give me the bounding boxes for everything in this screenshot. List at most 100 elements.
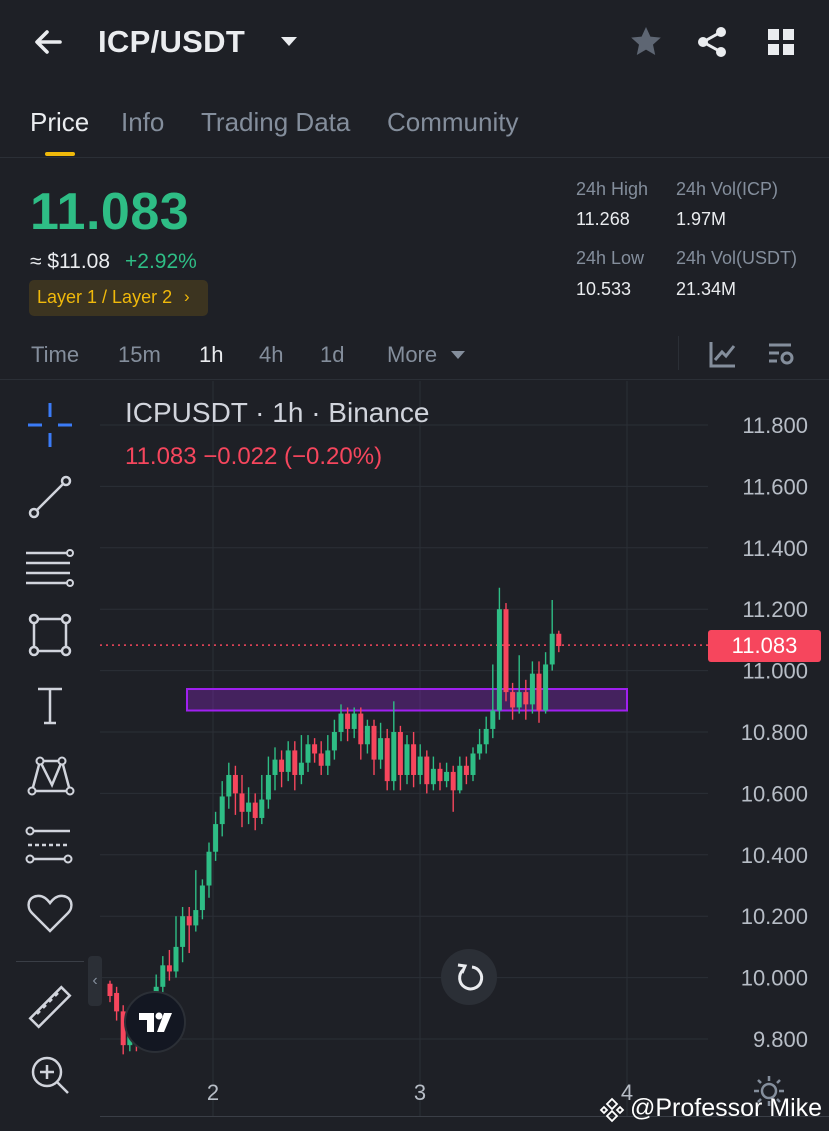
candle-body — [483, 728, 489, 745]
reset-icon — [457, 963, 484, 991]
candle-body — [166, 965, 172, 972]
y-tick-label: 11.000 — [742, 659, 808, 684]
high-label: 24h High — [576, 179, 649, 199]
chevron-right-icon: › — [184, 287, 190, 306]
y-tick-label: 10.000 — [741, 966, 808, 991]
trendline-icon[interactable] — [22, 469, 78, 525]
support-zone — [186, 688, 628, 712]
tab-price[interactable]: Price — [30, 107, 90, 137]
candle-body — [305, 744, 311, 763]
interval-15m[interactable]: 15m — [118, 342, 161, 367]
candle-body — [536, 673, 542, 711]
interval-1d[interactable]: 1d — [320, 342, 345, 367]
candle-body — [404, 744, 410, 775]
candle-body — [490, 710, 496, 729]
chart-area[interactable]: 9.800 10.000 10.200 10.400 10.600 10.800 11.00… — [0, 381, 829, 1121]
forecast-icon[interactable] — [22, 817, 78, 873]
zoom-in-icon[interactable] — [22, 1047, 78, 1103]
candle-body — [503, 609, 509, 693]
candle-body — [424, 756, 430, 785]
vol-base-label: 24h Vol(ICP) — [676, 179, 779, 199]
interval-time[interactable]: Time — [31, 342, 80, 367]
candle-body — [325, 750, 331, 766]
fib-lines-icon[interactable] — [22, 539, 78, 595]
candle-body — [199, 885, 205, 911]
toolbar-divider — [16, 961, 84, 962]
low-label: 24h Low — [576, 248, 645, 268]
star-icon[interactable] — [628, 24, 664, 60]
candle-body — [516, 692, 522, 708]
share-icon[interactable] — [694, 24, 730, 60]
interval-4h[interactable]: 4h — [259, 342, 284, 367]
vol-base-value: 1.97M — [676, 209, 727, 229]
y-tick-label: 10.400 — [741, 843, 808, 868]
top-bar: ICP/USDT — [0, 0, 829, 88]
candle-body — [351, 713, 357, 729]
candle-body — [285, 750, 291, 772]
candle-body — [510, 692, 516, 708]
interval-bar: Time 15m 1h 4h 1d More — [0, 330, 829, 380]
indicators-icon[interactable] — [707, 338, 739, 370]
candle-body — [364, 725, 370, 745]
candle-body — [272, 759, 278, 775]
theme-icon[interactable] — [752, 1074, 786, 1108]
price-change-percent: +2.92% — [125, 250, 197, 273]
axis-border — [100, 1116, 829, 1117]
tradingview-logo — [124, 991, 186, 1053]
candle-body — [543, 664, 549, 711]
candlestick-chart[interactable]: 9.800 10.000 10.200 10.400 10.600 10.800 11.00… — [0, 381, 829, 1121]
caret-down-icon[interactable] — [278, 30, 300, 52]
category-tag[interactable]: Layer 1 / Layer 2 › — [29, 280, 208, 316]
y-tick-label: 10.800 — [741, 720, 808, 745]
y-tick-label: 11.800 — [742, 413, 808, 438]
candle-body — [318, 753, 324, 766]
y-tick-label: 10.200 — [741, 904, 808, 929]
text-icon[interactable] — [22, 677, 78, 733]
candle-body — [549, 633, 555, 665]
rectangle-icon[interactable] — [22, 607, 78, 663]
candle-body — [430, 768, 436, 785]
interval-1h[interactable]: 1h — [199, 342, 224, 367]
candle-body — [226, 774, 232, 797]
candle-body — [463, 765, 469, 775]
candle-body — [186, 916, 192, 926]
binance-logo-icon — [599, 1097, 625, 1123]
candle-body — [265, 774, 271, 800]
back-arrow-icon[interactable] — [28, 22, 68, 62]
y-tick-label: 9.800 — [753, 1027, 808, 1052]
tab-community[interactable]: Community — [387, 107, 519, 137]
last-price: 11.083 — [30, 183, 190, 241]
ruler-icon[interactable] — [22, 979, 78, 1035]
interval-more[interactable]: More — [387, 342, 438, 367]
tab-info[interactable]: Info — [121, 107, 165, 137]
favorite-icon[interactable] — [22, 885, 78, 941]
candle-body — [397, 732, 403, 775]
x-tick-label: 2 — [207, 1080, 219, 1105]
divider — [678, 336, 679, 370]
candle-body — [193, 910, 199, 926]
candle-body — [529, 673, 535, 705]
watermark: @Professor Mike — [630, 1094, 823, 1122]
caret-down-icon[interactable] — [449, 346, 467, 364]
chart-settings-icon[interactable] — [765, 338, 797, 370]
y-tick-label: 10.600 — [741, 781, 808, 806]
reset-chart-button[interactable] — [441, 949, 497, 1005]
candle-body — [378, 738, 384, 760]
collapse-toolbar-button[interactable]: ‹ — [88, 956, 102, 1006]
candle-body — [470, 753, 476, 775]
grid-icon[interactable] — [764, 25, 798, 59]
candle-body — [120, 1011, 126, 1046]
pattern-icon[interactable] — [22, 745, 78, 801]
tab-trading-data[interactable]: Trading Data — [201, 107, 351, 137]
candle-body — [252, 802, 258, 818]
candle-body — [523, 692, 529, 705]
crosshair-icon[interactable] — [22, 397, 78, 453]
candle-body — [358, 713, 364, 745]
candle-body — [417, 756, 423, 775]
candle-body — [312, 744, 318, 754]
candle-body — [345, 713, 351, 729]
candle-body — [331, 732, 337, 751]
candle-body — [496, 609, 502, 711]
candle-body — [371, 725, 377, 760]
pair-selector[interactable]: ICP/USDT — [98, 24, 246, 59]
